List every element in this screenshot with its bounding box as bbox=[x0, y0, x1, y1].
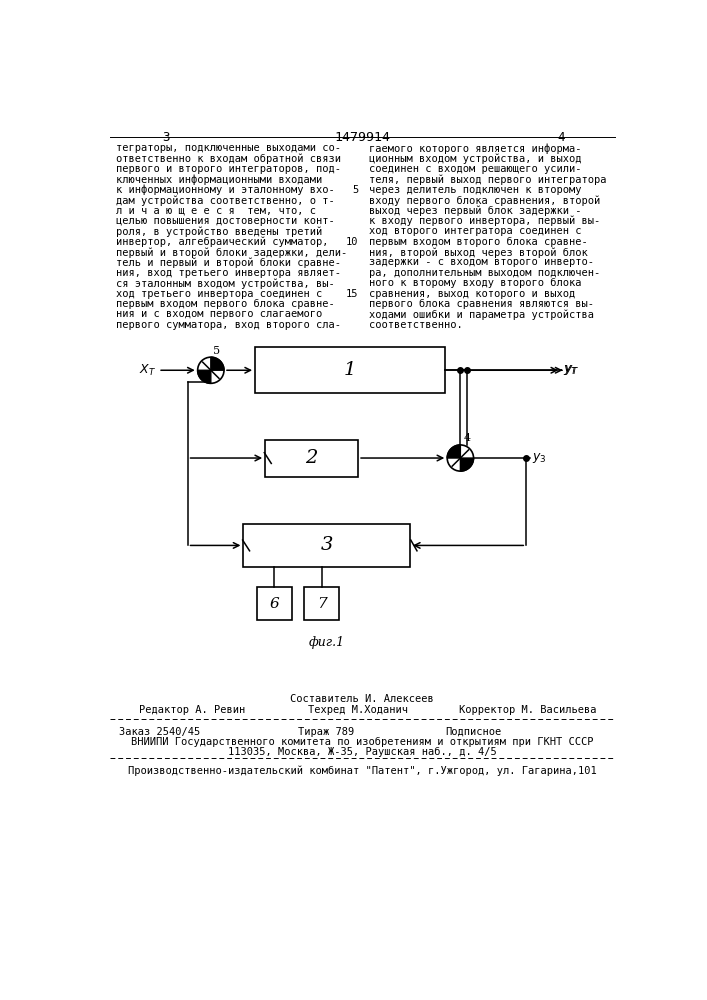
Bar bbox=[257, 587, 292, 620]
Text: $X_T$: $X_T$ bbox=[139, 363, 156, 378]
Text: ра, дополнительным выходом подключен-: ра, дополнительным выходом подключен- bbox=[369, 268, 600, 278]
Text: тель и первый и второй блоки сравне-: тель и первый и второй блоки сравне- bbox=[115, 257, 341, 268]
Bar bbox=[255, 347, 445, 393]
Text: 10: 10 bbox=[346, 237, 358, 247]
Text: ния, второй выход через второй блок: ния, второй выход через второй блок bbox=[369, 247, 588, 258]
Text: 113035, Москва, Ж-35, Раушская наб., д. 4/5: 113035, Москва, Ж-35, Раушская наб., д. … bbox=[228, 747, 496, 757]
Text: дам устройства соответственно, о т-: дам устройства соответственно, о т- bbox=[115, 195, 334, 206]
Text: первого блока сравнения являются вы-: первого блока сравнения являются вы- bbox=[369, 299, 594, 309]
Text: 5: 5 bbox=[352, 185, 358, 195]
Text: ходами ошибки и параметра устройства: ходами ошибки и параметра устройства bbox=[369, 309, 594, 320]
Circle shape bbox=[448, 445, 474, 471]
Text: ного к второму входу второго блока: ного к второму входу второго блока bbox=[369, 278, 581, 288]
Text: 1479914: 1479914 bbox=[334, 131, 390, 144]
Text: первого сумматора, вход второго сла-: первого сумматора, вход второго сла- bbox=[115, 320, 341, 330]
Polygon shape bbox=[211, 357, 224, 370]
Text: $y_3$: $y_3$ bbox=[532, 451, 547, 465]
Text: л и ч а ю щ е е с я  тем, что, с: л и ч а ю щ е е с я тем, что, с bbox=[115, 205, 315, 215]
Text: фиг.1: фиг.1 bbox=[309, 636, 345, 649]
Text: первый и второй блоки задержки, дели-: первый и второй блоки задержки, дели- bbox=[115, 247, 346, 258]
Bar bbox=[304, 587, 339, 620]
Text: Техред М.Ходанич: Техред М.Ходанич bbox=[308, 705, 408, 715]
Text: первым входом второго блока сравне-: первым входом второго блока сравне- bbox=[369, 237, 588, 247]
Text: 3: 3 bbox=[162, 131, 170, 144]
Text: теграторы, подключенные выходами со-: теграторы, подключенные выходами со- bbox=[115, 143, 341, 153]
Text: 15: 15 bbox=[346, 289, 358, 299]
Text: $y_T$: $y_T$ bbox=[564, 363, 580, 377]
Text: гаемого которого является информа-: гаемого которого является информа- bbox=[369, 143, 581, 154]
Bar bbox=[265, 440, 358, 477]
Text: Подписное: Подписное bbox=[445, 727, 501, 737]
Text: ционным входом устройства, и выход: ционным входом устройства, и выход bbox=[369, 153, 581, 164]
Text: Составитель И. Алексеев: Составитель И. Алексеев bbox=[290, 694, 434, 704]
Text: 6: 6 bbox=[269, 597, 279, 611]
Text: ход третьего инвертора соединен с: ход третьего инвертора соединен с bbox=[115, 289, 322, 299]
Text: ния и с входом первого слагаемого: ния и с входом первого слагаемого bbox=[115, 309, 322, 319]
Text: ся эталонным входом устройства, вы-: ся эталонным входом устройства, вы- bbox=[115, 278, 334, 289]
Text: теля, первый выход первого интегратора: теля, первый выход первого интегратора bbox=[369, 174, 607, 185]
Text: $y_T$: $y_T$ bbox=[563, 363, 579, 377]
Text: сравнения, выход которого и выход: сравнения, выход которого и выход bbox=[369, 289, 575, 299]
Text: 4: 4 bbox=[464, 433, 471, 443]
Text: ход второго интегратора соединен с: ход второго интегратора соединен с bbox=[369, 226, 581, 236]
Text: 5: 5 bbox=[213, 346, 221, 356]
Text: к информационному и эталонному вхо-: к информационному и эталонному вхо- bbox=[115, 185, 334, 195]
Bar bbox=[243, 524, 410, 567]
Text: 4: 4 bbox=[557, 131, 565, 144]
Text: 3: 3 bbox=[320, 536, 333, 554]
Text: 7: 7 bbox=[317, 597, 327, 611]
Text: выход через первый блок задержки -: выход через первый блок задержки - bbox=[369, 205, 581, 216]
Text: ВНИИПИ Государственного комитета по изобретениям и открытиям при ГКНТ СССР: ВНИИПИ Государственного комитета по изоб… bbox=[131, 737, 593, 747]
Text: Редактор А. Ревин: Редактор А. Ревин bbox=[139, 705, 245, 715]
Text: ния, вход третьего инвертора являет-: ния, вход третьего инвертора являет- bbox=[115, 268, 341, 278]
Text: Заказ 2540/45: Заказ 2540/45 bbox=[119, 727, 201, 737]
Text: ответственно к входам обратной связи: ответственно к входам обратной связи bbox=[115, 153, 341, 164]
Text: ключенных информационными входами: ключенных информационными входами bbox=[115, 174, 322, 185]
Polygon shape bbox=[460, 458, 474, 471]
Text: Тираж 789: Тираж 789 bbox=[298, 727, 354, 737]
Text: 1: 1 bbox=[344, 361, 356, 379]
Text: первым входом первого блока сравне-: первым входом первого блока сравне- bbox=[115, 299, 334, 309]
Text: Корректор М. Васильева: Корректор М. Васильева bbox=[459, 705, 596, 715]
Polygon shape bbox=[448, 445, 460, 458]
Text: входу первого блока сравнения, второй: входу первого блока сравнения, второй bbox=[369, 195, 600, 206]
Text: 2: 2 bbox=[305, 449, 317, 467]
Text: инвертор, алгебраический сумматор,: инвертор, алгебраический сумматор, bbox=[115, 237, 328, 247]
Text: целью повышения достоверности конт-: целью повышения достоверности конт- bbox=[115, 216, 334, 226]
Text: к входу первого инвертора, первый вы-: к входу первого инвертора, первый вы- bbox=[369, 216, 600, 226]
Text: роля, в устройство введены третий: роля, в устройство введены третий bbox=[115, 226, 322, 237]
Text: через делитель подключен к второму: через делитель подключен к второму bbox=[369, 185, 581, 195]
Text: соединен с входом решающего усили-: соединен с входом решающего усили- bbox=[369, 164, 581, 174]
Polygon shape bbox=[198, 370, 211, 383]
Circle shape bbox=[198, 357, 224, 383]
Text: первого и второго интеграторов, под-: первого и второго интеграторов, под- bbox=[115, 164, 341, 174]
Text: соответственно.: соответственно. bbox=[369, 320, 462, 330]
Text: Производственно-издательский комбинат "Патент", г.Ужгород, ул. Гагарина,101: Производственно-издательский комбинат "П… bbox=[127, 765, 596, 776]
Text: задержки - с входом второго инверто-: задержки - с входом второго инверто- bbox=[369, 257, 594, 267]
